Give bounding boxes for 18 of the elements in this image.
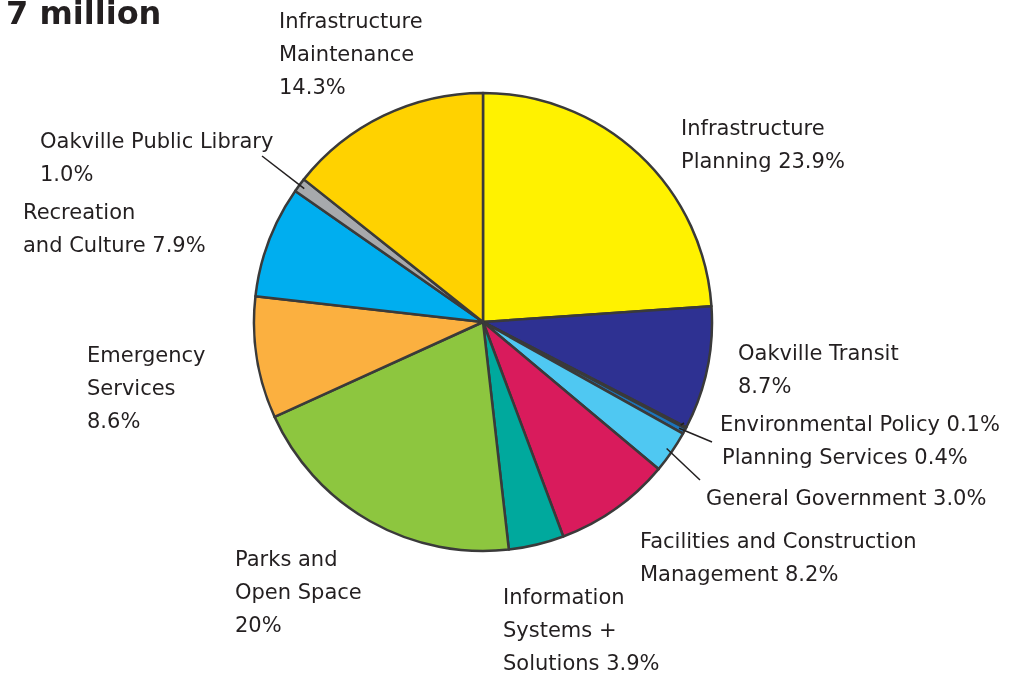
slice-label: Environmental Policy 0.1%	[720, 412, 1000, 436]
slice-label: Parks and Open Space	[235, 547, 362, 604]
slice-label: Recreation and Culture 7.9%	[23, 200, 206, 257]
data-label: 14.3%	[279, 75, 346, 99]
data-label: 20%	[235, 613, 282, 637]
slice-label: Planning Services 0.4%	[722, 445, 968, 469]
data-label: 8.6%	[87, 409, 141, 433]
chart-title: 7 million	[6, 0, 162, 32]
slice-label: Infrastructure Planning 23.9%	[681, 116, 845, 173]
slice-label: Emergency Services	[87, 343, 206, 400]
slice-label: Facilities and Construction Management 8.2%	[640, 529, 917, 586]
slice-label: Oakville Public Library	[40, 129, 274, 153]
slice-label: General Government 3.0%	[706, 486, 987, 510]
slice-label: Infrastructure Maintenance	[279, 9, 423, 66]
slice-label: Oakville Transit	[738, 341, 899, 365]
slice-label: Information Systems + Solutions 3.9%	[503, 585, 660, 675]
data-label: 1.0%	[40, 162, 94, 186]
data-label: 8.7%	[738, 374, 792, 398]
